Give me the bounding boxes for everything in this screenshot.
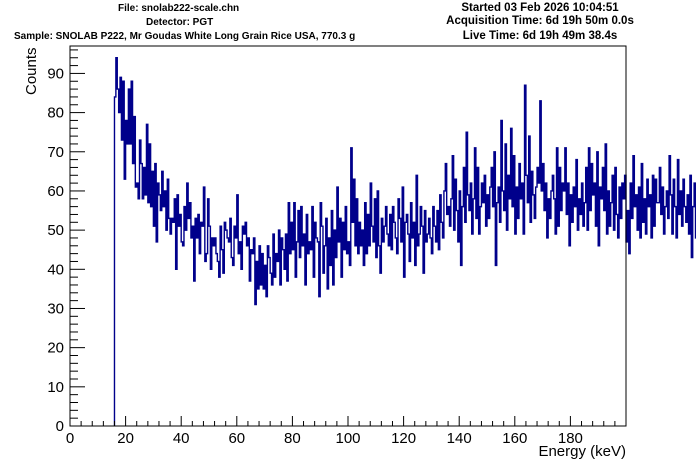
- spectrum-series-line: [113, 57, 696, 426]
- x-tick-label: 0: [66, 430, 74, 447]
- x-tick-label: 80: [284, 430, 301, 447]
- plot-area: [113, 57, 696, 426]
- x-tick-label: 160: [502, 430, 527, 447]
- live-time-label: Live Time: 6d 19h 49m 38.4s: [462, 30, 618, 42]
- x-axis-title: Energy (keV): [538, 443, 626, 460]
- x-tick-label: 120: [391, 430, 416, 447]
- y-axis-title: Counts: [23, 47, 40, 95]
- plot-frame: [69, 45, 627, 427]
- detector-label: Detector: PGT: [146, 17, 214, 28]
- x-tick-label: 140: [447, 430, 472, 447]
- y-tick-label: 50: [47, 222, 64, 239]
- y-tick-label: 10: [47, 379, 64, 396]
- x-tick-label: 20: [117, 430, 134, 447]
- y-tick-label: 40: [47, 261, 64, 278]
- y-tick-label: 0: [56, 418, 64, 435]
- file-label: File: snolab222-scale.chn: [118, 3, 240, 14]
- y-tick-label: 60: [47, 183, 64, 200]
- x-tick-label: 100: [335, 430, 360, 447]
- x-tick-label: 40: [173, 430, 190, 447]
- x-tick-label: 60: [228, 430, 245, 447]
- y-tick-label: 90: [47, 65, 64, 82]
- y-tick-label: 80: [47, 105, 64, 122]
- y-tick-label: 70: [47, 144, 64, 161]
- sample-label: Sample: SNOLAB P222, Mr Goudas White Lon…: [14, 31, 356, 42]
- y-tick-label: 20: [47, 340, 64, 357]
- axes: 0 20 40 60 80 100 120 140 160 180 0 10 20 30 40 50 60 70 8…: [47, 45, 627, 447]
- y-tick-label: 30: [47, 300, 64, 317]
- x-tick-label: 180: [558, 430, 583, 447]
- started-label: Started 03 Feb 2026 10:04:51: [461, 2, 619, 14]
- acquisition-time-label: Acquisition Time: 6d 19h 50m 0.0s: [446, 15, 634, 27]
